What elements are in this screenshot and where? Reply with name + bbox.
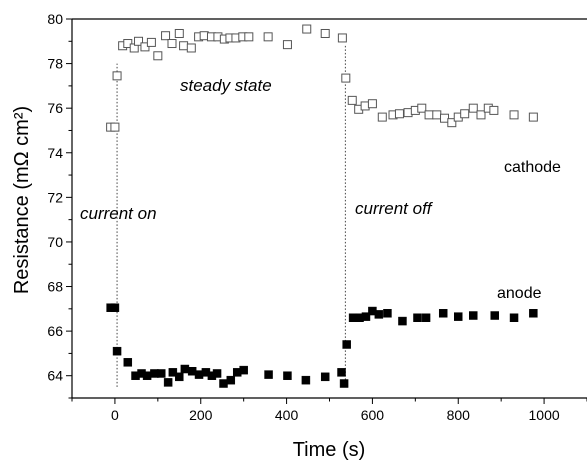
y-tick-label: 74 bbox=[47, 145, 63, 161]
y-axis-title: Resistance (mΩ cm²) bbox=[11, 106, 33, 294]
current-off-annotation: current off bbox=[355, 199, 434, 218]
cathode-point bbox=[186, 43, 196, 53]
x-axis: 0 200 400 600 800 1000 bbox=[71, 398, 587, 423]
cathode-point bbox=[509, 110, 519, 120]
cathode-point bbox=[161, 31, 171, 41]
current-on-annotation: current on bbox=[80, 204, 157, 223]
cathode-point bbox=[341, 73, 351, 83]
anode-point bbox=[383, 309, 392, 318]
x-tick-label: 600 bbox=[361, 407, 385, 423]
anode-point bbox=[226, 375, 236, 385]
y-tick-label: 64 bbox=[47, 368, 63, 384]
cathode-point bbox=[146, 37, 156, 47]
x-axis-title: Time (s) bbox=[293, 439, 366, 461]
anode-point bbox=[157, 369, 166, 378]
cathode-point bbox=[174, 28, 184, 38]
y-tick-label: 72 bbox=[47, 189, 63, 205]
cathode-point bbox=[320, 28, 330, 38]
cathode-point bbox=[424, 110, 434, 120]
cathode-point bbox=[244, 32, 254, 42]
cathode-point bbox=[134, 36, 144, 46]
y-tick-label: 80 bbox=[47, 11, 63, 27]
y-tick-label: 76 bbox=[47, 100, 63, 116]
anode-point bbox=[123, 358, 133, 367]
anode-point bbox=[413, 313, 422, 322]
cathode-point bbox=[282, 40, 292, 50]
anode-point bbox=[320, 372, 330, 382]
y-tick-label: 66 bbox=[47, 323, 63, 339]
cathode-point bbox=[302, 24, 312, 34]
anode-point bbox=[529, 309, 538, 318]
cathode-point bbox=[367, 99, 377, 109]
anode-point bbox=[264, 370, 273, 379]
cathode-point bbox=[447, 118, 457, 128]
x-tick-label: 0 bbox=[111, 407, 119, 423]
cathode-point bbox=[179, 41, 189, 51]
anode-point bbox=[490, 311, 499, 320]
anode-point bbox=[239, 365, 248, 375]
anode-point bbox=[142, 371, 152, 380]
x-tick-label: 200 bbox=[189, 407, 213, 423]
anode-point bbox=[219, 379, 228, 388]
y-tick-label: 70 bbox=[47, 234, 63, 250]
anode-series bbox=[106, 303, 538, 388]
anode-point bbox=[339, 379, 349, 388]
cathode-point bbox=[112, 71, 122, 81]
anode-point bbox=[342, 340, 351, 349]
anode-point bbox=[112, 346, 122, 356]
anode-point bbox=[509, 313, 519, 322]
y-tick-label: 68 bbox=[47, 279, 63, 295]
cathode-series bbox=[106, 24, 538, 132]
cathode-point bbox=[489, 105, 499, 115]
anode-point bbox=[469, 311, 478, 320]
cathode-point bbox=[417, 103, 427, 113]
anode-point bbox=[398, 316, 407, 326]
anode-point bbox=[110, 303, 120, 312]
cathode-point bbox=[528, 112, 538, 122]
cathode-point bbox=[110, 122, 120, 132]
cathode-label: cathode bbox=[504, 159, 561, 176]
y-tick-label: 78 bbox=[47, 56, 63, 72]
reference-lines bbox=[116, 45, 346, 387]
anode-point bbox=[163, 378, 173, 387]
y-axis: 64 66 68 70 72 74 76 78 80 bbox=[47, 11, 72, 399]
anode-point bbox=[175, 372, 184, 382]
cathode-point bbox=[263, 32, 273, 42]
cathode-point bbox=[468, 103, 478, 113]
anode-point bbox=[283, 371, 292, 380]
cathode-point bbox=[153, 51, 163, 61]
cathode-point bbox=[460, 109, 470, 119]
cathode-point bbox=[394, 109, 404, 119]
anode-point bbox=[168, 368, 178, 377]
cathode-point bbox=[337, 33, 347, 43]
anode-point bbox=[337, 368, 346, 377]
anode-point bbox=[438, 309, 448, 318]
cathode-point bbox=[347, 95, 357, 105]
anode-point bbox=[361, 312, 371, 321]
x-tick-label: 800 bbox=[447, 407, 471, 423]
cathode-point bbox=[476, 110, 486, 120]
cathode-point bbox=[432, 110, 442, 120]
x-tick-label: 1000 bbox=[529, 407, 560, 423]
anode-point bbox=[301, 375, 311, 385]
anode-point bbox=[454, 312, 463, 321]
anode-point bbox=[180, 364, 190, 374]
anode-point bbox=[374, 310, 384, 319]
steady-state-annotation: steady state bbox=[180, 76, 272, 95]
cathode-point bbox=[167, 39, 177, 49]
anode-point bbox=[421, 313, 431, 322]
x-tick-label: 400 bbox=[275, 407, 299, 423]
anode-point bbox=[212, 369, 222, 378]
anode-label: anode bbox=[497, 285, 542, 302]
cathode-point bbox=[377, 112, 387, 122]
